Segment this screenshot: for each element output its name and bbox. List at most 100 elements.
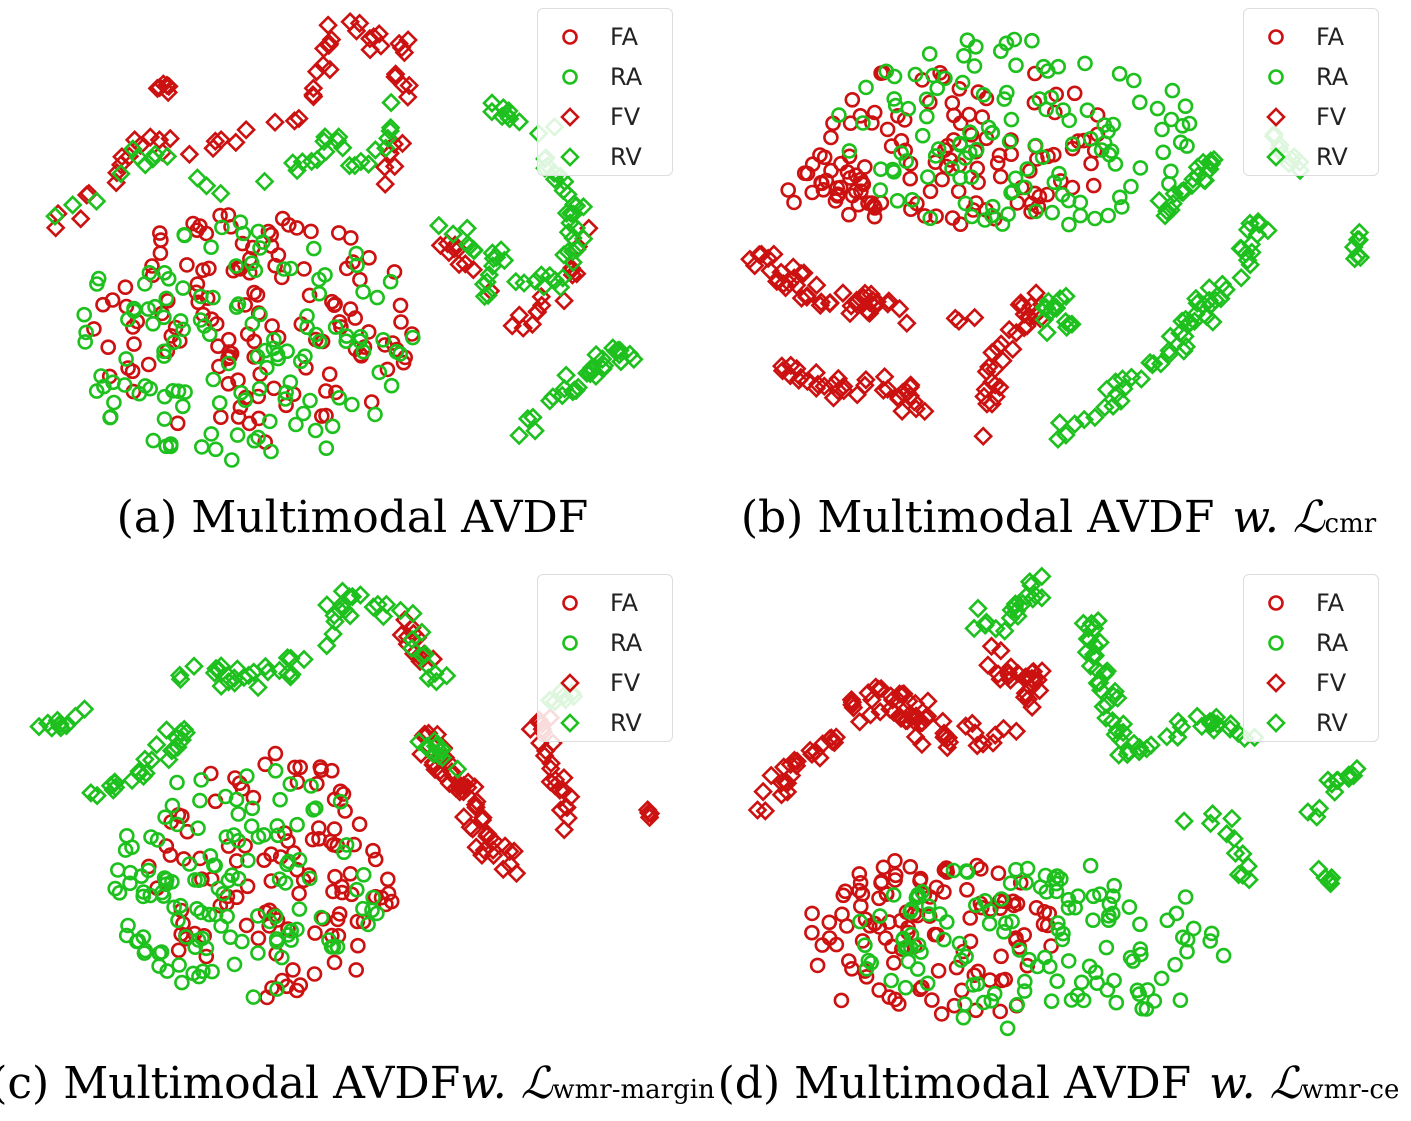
point-fa (384, 335, 401, 351)
point-fv (385, 64, 406, 84)
point-fa (877, 930, 894, 946)
point-ra (156, 411, 173, 427)
point-ra (230, 832, 247, 849)
point-rv (1087, 673, 1108, 693)
point-rv (447, 759, 468, 779)
legend-label: RV (1316, 143, 1348, 171)
point-fv (566, 263, 587, 284)
point-ra (360, 916, 376, 933)
point-rv (418, 668, 439, 688)
point-rv (509, 425, 529, 446)
point-fa (989, 155, 1006, 171)
point-fa (326, 297, 343, 314)
point-rv (358, 154, 379, 174)
point-rv (1338, 768, 1359, 789)
point-rv (135, 154, 156, 175)
legend-marker (560, 147, 580, 167)
point-ra (301, 870, 318, 887)
point-rv (184, 656, 204, 677)
point-ra (956, 47, 972, 64)
point-fa (360, 324, 377, 340)
point-fv (303, 78, 324, 99)
point-rv (332, 581, 353, 602)
point-fv (871, 678, 891, 699)
point-ra (145, 432, 162, 449)
point-ra (338, 328, 355, 344)
point-fv (531, 286, 552, 307)
caption-label: (a) (116, 492, 178, 543)
point-fv (393, 75, 413, 96)
scatter-plot (45, 11, 644, 468)
point-fv (981, 636, 1002, 657)
point-rv (554, 378, 575, 399)
point-fa (288, 982, 305, 999)
point-fv (375, 174, 396, 194)
point-fv (553, 780, 574, 801)
point-fa (249, 287, 266, 303)
point-ra (118, 351, 134, 367)
legend-marker (1266, 147, 1286, 167)
legend-label: FA (610, 589, 639, 617)
panel-a: FA RA FV RV (a) Multimodal AVDF (0, 0, 705, 555)
point-fv (805, 741, 826, 762)
caption-with: w. (1232, 492, 1279, 543)
point-ra (1181, 115, 1198, 132)
point-rv (1203, 712, 1224, 733)
point-fv (394, 42, 415, 63)
point-rv (1248, 211, 1268, 232)
caption-label: (b) (740, 492, 804, 543)
point-ra (392, 346, 409, 362)
point-fv (989, 377, 1010, 398)
point-fa (230, 409, 247, 425)
point-ra (1051, 165, 1067, 182)
point-fa (1012, 874, 1029, 891)
point-fv (464, 777, 485, 797)
legend-item-ra: RA (1244, 623, 1378, 663)
point-ra (244, 315, 261, 332)
point-ra (135, 888, 151, 905)
point-fv (360, 28, 380, 49)
point-ra (1132, 160, 1149, 176)
point-fa (274, 210, 291, 227)
point-rv (1105, 681, 1125, 702)
point-fa (287, 759, 303, 776)
point-ra (952, 170, 968, 186)
point-fa (326, 954, 343, 971)
point-fa (189, 222, 205, 238)
point-fa (201, 260, 217, 277)
point-fv (877, 379, 898, 399)
legend-marker (560, 673, 580, 693)
point-rv (335, 600, 355, 620)
point-rv (1149, 190, 1170, 211)
point-rv (1088, 610, 1108, 631)
point-fv (787, 751, 807, 772)
point-fa (307, 925, 323, 941)
point-fa (844, 187, 861, 204)
point-ra (244, 255, 260, 272)
point-fv (110, 154, 131, 175)
caption-with: w. (1209, 1058, 1256, 1109)
point-fa (220, 375, 237, 392)
point-ra (939, 914, 955, 930)
point-ra (307, 800, 324, 816)
point-fv (964, 307, 985, 328)
point-fv (284, 111, 305, 131)
point-fa (993, 948, 1009, 965)
point-ra (192, 792, 208, 809)
point-ra (1139, 982, 1156, 998)
point-rv (29, 716, 49, 737)
point-ra (203, 426, 220, 442)
point-fv (900, 386, 921, 406)
point-fa (851, 882, 867, 899)
point-ra (977, 212, 993, 228)
point-fa (841, 206, 857, 223)
legend-marker (1268, 29, 1284, 45)
point-ra (331, 389, 348, 406)
point-ra (106, 394, 122, 411)
legend-label: RA (1316, 629, 1349, 657)
point-ra (1043, 993, 1060, 1010)
point-rv (255, 656, 276, 677)
legend-marker (1266, 673, 1286, 693)
legend-label: FA (1316, 23, 1345, 51)
